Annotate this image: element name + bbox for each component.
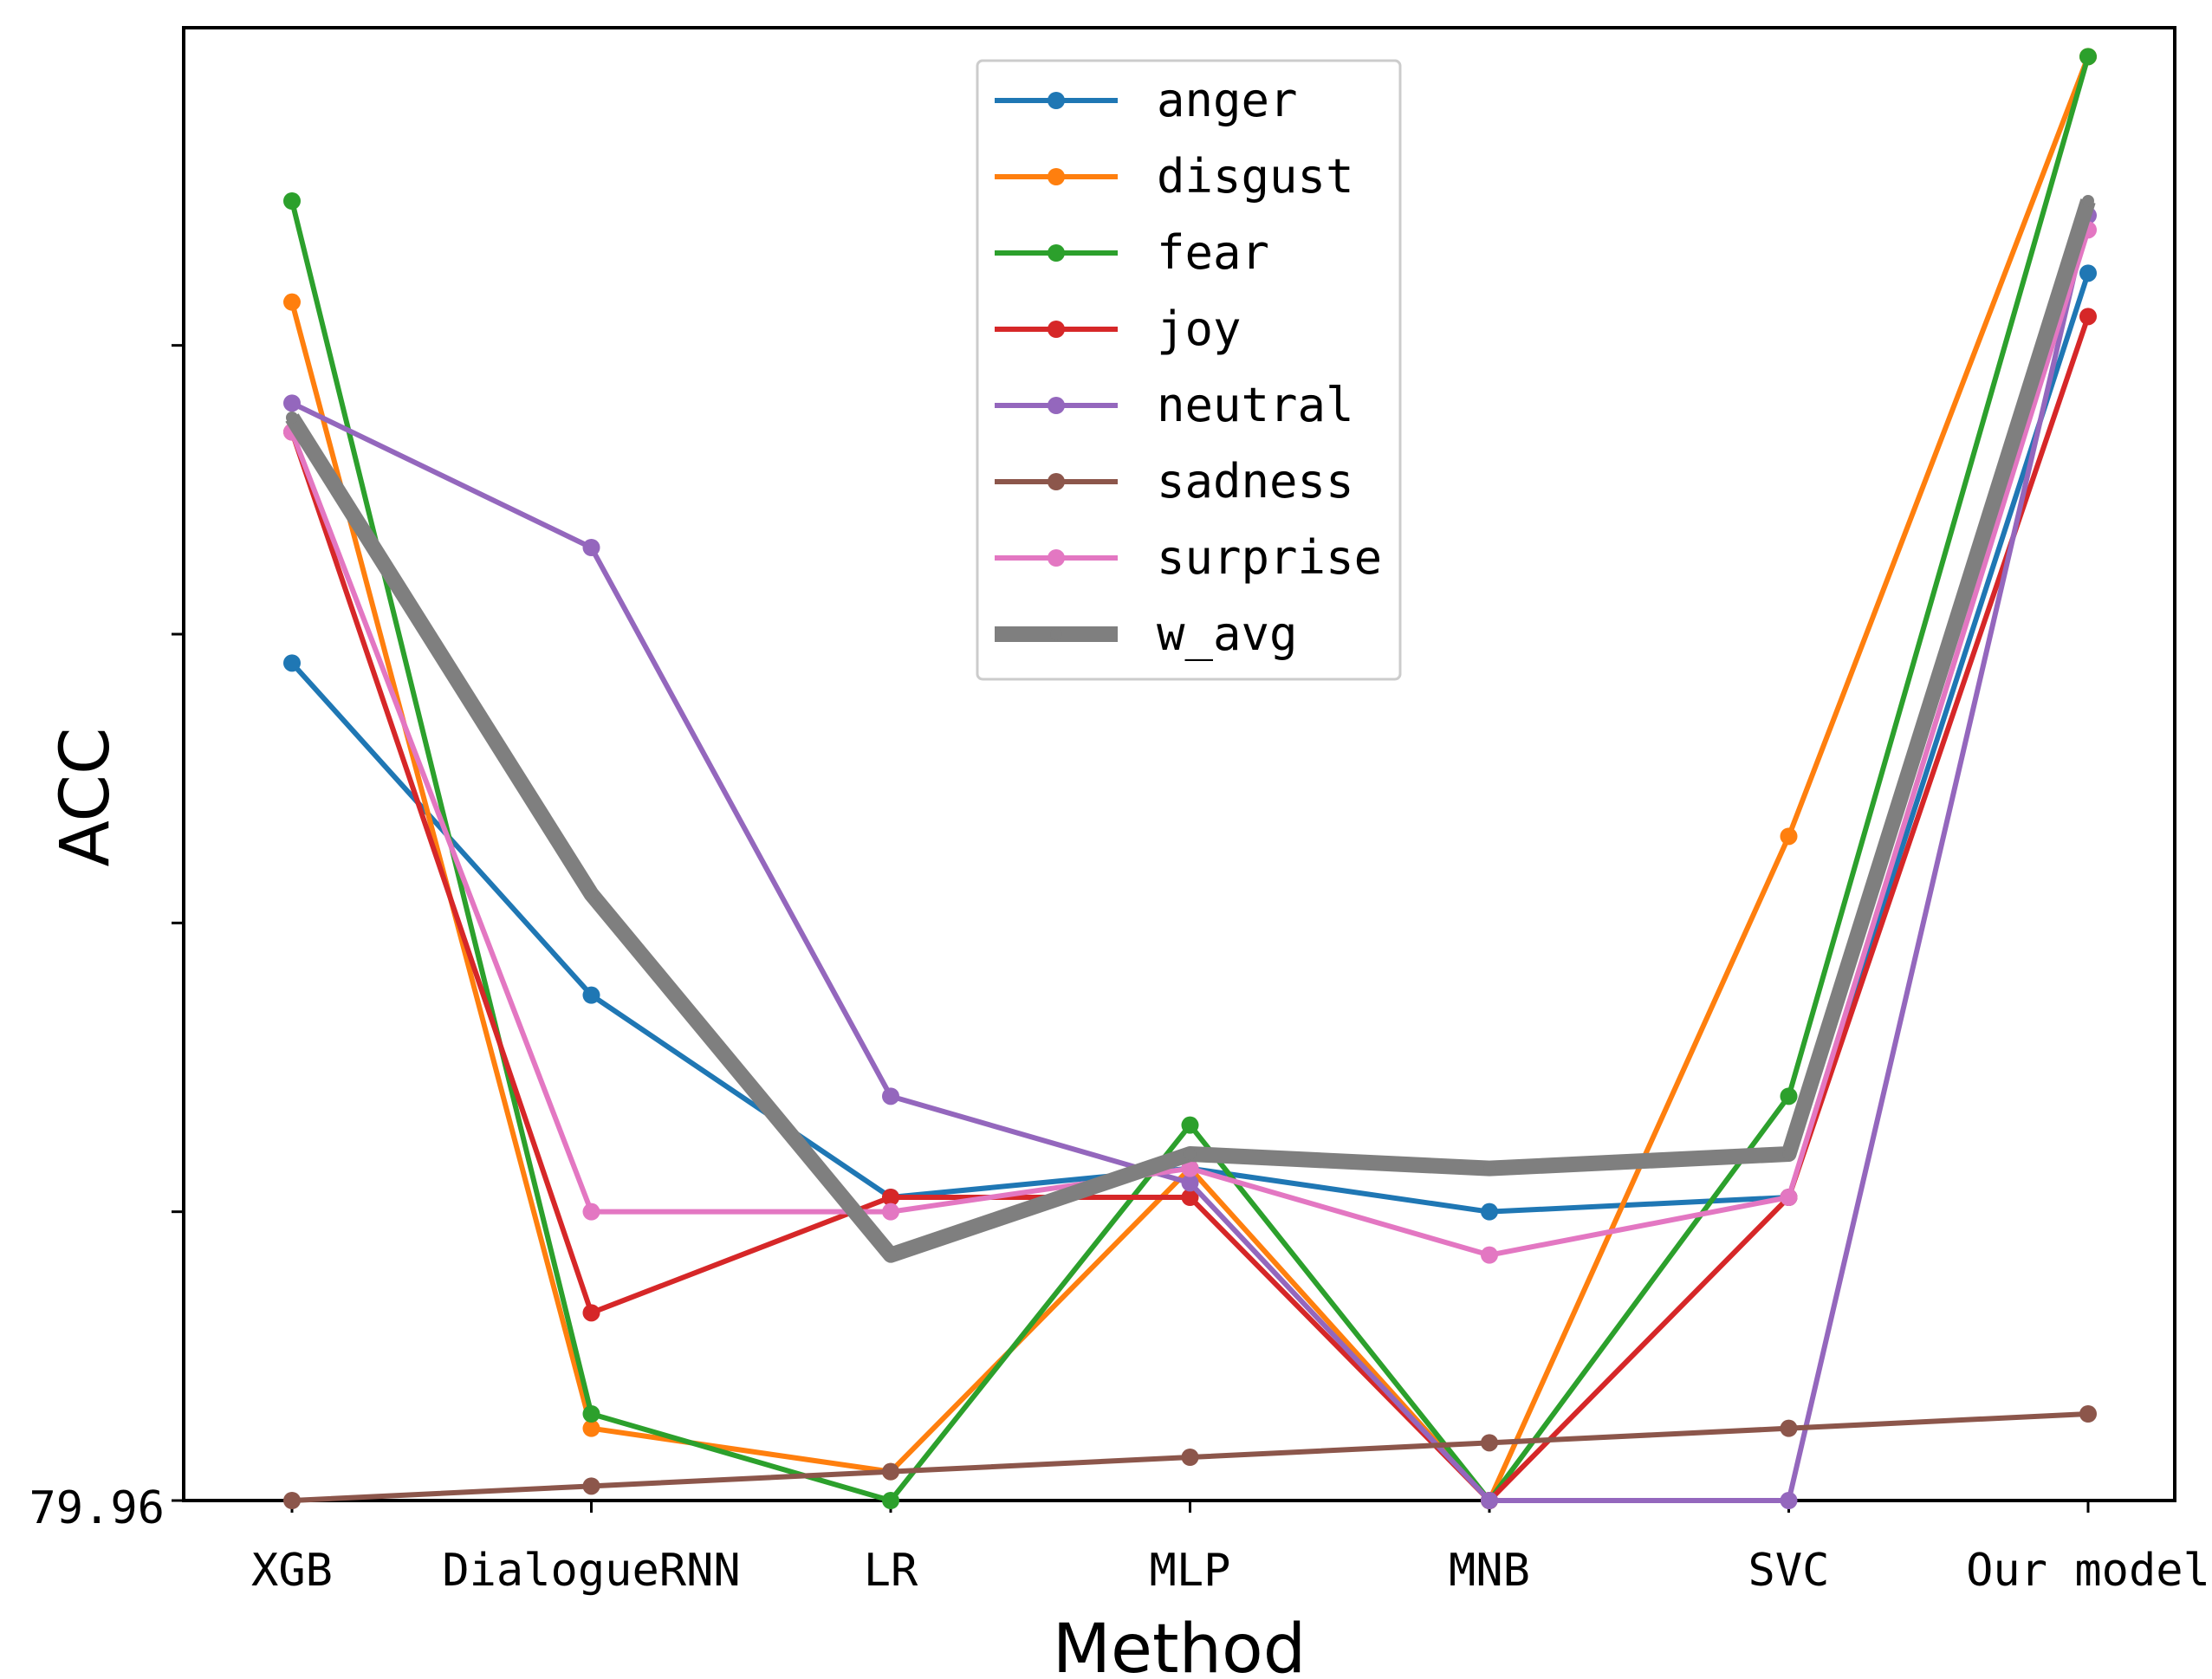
point-neutral-mnb bbox=[1481, 1492, 1498, 1509]
plot-frame bbox=[182, 26, 2176, 1502]
legend-marker-sadness bbox=[1048, 473, 1065, 490]
legend-entries bbox=[995, 92, 1118, 642]
legend-marker-joy bbox=[1048, 321, 1065, 338]
x-tick-label-our-model: Our model bbox=[1966, 1545, 2210, 1597]
point-anger-mnb bbox=[1481, 1203, 1498, 1221]
x-tick-label-mnb: MNB bbox=[1449, 1545, 1530, 1597]
point-joy-our-model bbox=[2079, 308, 2097, 326]
point-disgust-dialoguernn bbox=[582, 1419, 600, 1437]
legend-label-surprise: surprise bbox=[1157, 530, 1382, 585]
point-fear-svc bbox=[1780, 1087, 1798, 1105]
point-neutral-lr bbox=[882, 1087, 899, 1105]
y-tick-marks bbox=[172, 344, 184, 1502]
point-fear-mlp bbox=[1181, 1116, 1199, 1134]
y-tick-label-0: 79.96 bbox=[29, 1482, 165, 1534]
x-axis-title: Method bbox=[1053, 1611, 1307, 1679]
point-surprise-mnb bbox=[1481, 1246, 1498, 1264]
legend-marker-fear bbox=[1048, 244, 1065, 262]
point-surprise-svc bbox=[1780, 1189, 1798, 1206]
point-sadness-xgb bbox=[283, 1492, 301, 1509]
legend-label-fear: fear bbox=[1157, 225, 1269, 280]
point-w-avg-mnb bbox=[1483, 1162, 1495, 1175]
legend-box bbox=[976, 59, 1402, 681]
point-anger-dialoguernn bbox=[582, 986, 600, 1004]
point-w-avg-our-model bbox=[2082, 195, 2094, 207]
point-fear-dialoguernn bbox=[582, 1405, 600, 1423]
point-surprise-mlp bbox=[1181, 1159, 1199, 1177]
point-w-avg-dialoguernn bbox=[585, 888, 598, 900]
legend-marker-surprise bbox=[1048, 549, 1065, 567]
point-fear-lr bbox=[882, 1492, 899, 1509]
point-disgust-xgb bbox=[283, 293, 301, 311]
point-fear-xgb bbox=[283, 192, 301, 210]
x-tick-label-mlp: MLP bbox=[1150, 1545, 1231, 1597]
point-neutral-mlp bbox=[1181, 1174, 1199, 1192]
x-tick-label-svc: SVC bbox=[1748, 1545, 1830, 1597]
point-sadness-mnb bbox=[1481, 1434, 1498, 1452]
x-tick-label-dialoguernn: DialogueRNN bbox=[442, 1545, 740, 1597]
point-neutral-xgb bbox=[283, 394, 301, 412]
point-sadness-dialoguernn bbox=[582, 1477, 600, 1495]
x-tick-label-xgb: XGB bbox=[251, 1545, 333, 1597]
point-w-avg-xgb bbox=[286, 412, 298, 424]
legend: anger disgust fear joy neutral sadness s… bbox=[976, 59, 1402, 681]
point-sadness-svc bbox=[1780, 1419, 1798, 1437]
point-disgust-svc bbox=[1780, 827, 1798, 846]
y-axis-title: ACC bbox=[47, 728, 125, 867]
legend-marker-anger bbox=[1048, 92, 1065, 109]
legend-label-joy: joy bbox=[1157, 301, 1242, 356]
point-neutral-dialoguernn bbox=[582, 539, 600, 556]
point-joy-mlp bbox=[1181, 1189, 1199, 1206]
point-sadness-mlp bbox=[1181, 1449, 1199, 1466]
legend-label-w-avg: w_avg bbox=[1157, 606, 1298, 661]
point-joy-dialoguernn bbox=[582, 1304, 600, 1322]
legend-marker-disgust bbox=[1048, 168, 1065, 185]
x-tick-label-lr: LR bbox=[864, 1545, 918, 1597]
series-layer bbox=[283, 48, 2097, 1509]
point-sadness-lr bbox=[882, 1462, 899, 1481]
point-w-avg-svc bbox=[1782, 1148, 1795, 1160]
legend-marker-neutral bbox=[1048, 397, 1065, 414]
point-joy-lr bbox=[882, 1189, 899, 1206]
point-anger-our-model bbox=[2079, 264, 2097, 282]
point-w-avg-lr bbox=[885, 1248, 897, 1261]
legend-label-sadness: sadness bbox=[1157, 454, 1354, 509]
legend-label-neutral: neutral bbox=[1157, 378, 1354, 432]
legend-marker-w-avg bbox=[1050, 628, 1062, 640]
point-surprise-lr bbox=[882, 1203, 899, 1221]
point-surprise-dialoguernn bbox=[582, 1203, 600, 1221]
point-fear-our-model bbox=[2079, 48, 2097, 66]
x-tick-marks bbox=[290, 1501, 2090, 1513]
point-sadness-our-model bbox=[2079, 1405, 2097, 1423]
point-w-avg-mlp bbox=[1184, 1148, 1197, 1160]
point-neutral-svc bbox=[1780, 1492, 1798, 1509]
legend-label-disgust: disgust bbox=[1157, 149, 1354, 204]
point-anger-xgb bbox=[283, 654, 301, 672]
legend-label-anger: anger bbox=[1157, 73, 1298, 127]
